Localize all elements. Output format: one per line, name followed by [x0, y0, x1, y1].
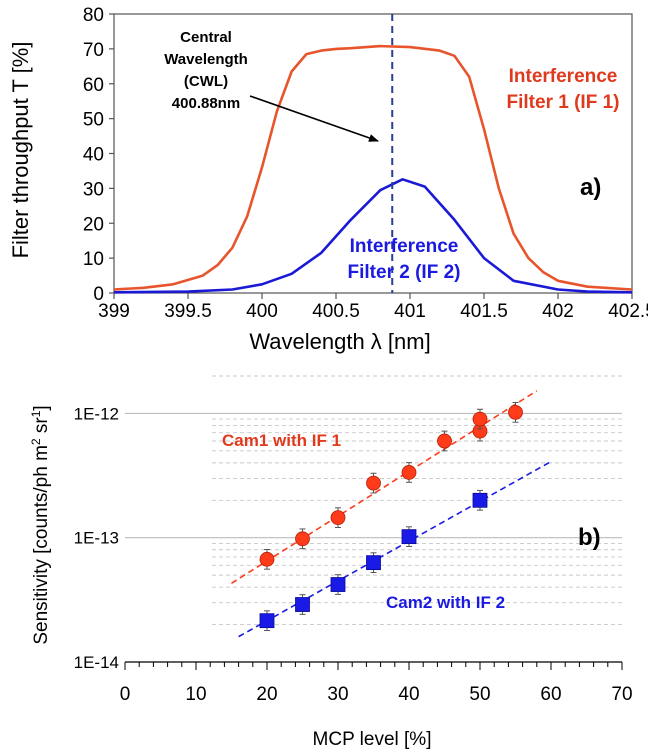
- x-tick-label: 50: [469, 684, 490, 705]
- cam2-label: Cam2 with IF 2: [386, 593, 505, 612]
- x-tick-label: 402: [542, 301, 574, 322]
- cam1-trendline: [231, 390, 538, 584]
- x-tick-label: 70: [611, 684, 632, 705]
- y-tick-label: 20: [83, 214, 104, 235]
- square-marker: [259, 613, 275, 629]
- circle-marker: [330, 510, 346, 526]
- sensitivity-x-axis-label: MCP level [%]: [313, 729, 432, 750]
- x-tick-label: 401: [394, 301, 426, 322]
- cwl-label-line4: 400.88nm: [172, 95, 240, 112]
- square-marker: [330, 577, 346, 592]
- sensitivity-y-axis-label: Sensitivity [counts/ph m2 sr1]: [29, 405, 52, 644]
- cam1-point: [508, 402, 523, 423]
- y-tick-label: 40: [83, 145, 104, 166]
- cam2-point: [366, 552, 381, 573]
- throughput-y-axis-label: Filter throughput T [%]: [8, 42, 33, 259]
- cam1-label: Cam1 with IF 1: [222, 431, 341, 450]
- throughput-chart: 399 399.5 400 400.5 401 401.5 402 402.5 0 10 20 30 4…: [8, 5, 648, 354]
- panel-label-a: a): [580, 174, 601, 201]
- cam1-point: [259, 548, 275, 570]
- y-tick-label: 10: [83, 249, 104, 270]
- sensitivity-series: [231, 390, 552, 638]
- sensitivity-axes: [124, 661, 623, 670]
- y-tick-label: 1E-13: [74, 529, 119, 548]
- cam2-point: [295, 594, 310, 615]
- square-marker: [366, 555, 381, 571]
- cam1-point: [401, 462, 417, 483]
- x-tick-label: 399: [98, 301, 130, 322]
- y-tick-label: 50: [83, 110, 104, 131]
- y-tick-label: 80: [83, 5, 104, 26]
- x-tick-label: 60: [540, 684, 561, 705]
- cam2-point: [401, 526, 417, 547]
- x-tick-label: 400: [246, 301, 278, 322]
- square-marker: [401, 529, 417, 545]
- throughput-tick-labels: 399 399.5 400 400.5 401 401.5 402 402.5 0 10 20 30 4…: [83, 5, 648, 322]
- y-tick-label: 1E-12: [74, 404, 119, 423]
- x-tick-label: 10: [185, 684, 206, 705]
- cwl-arrow: [249, 95, 379, 142]
- y-tick-label: 70: [83, 40, 104, 61]
- cam2-point: [330, 574, 346, 595]
- sensitivity-gridlines: [125, 375, 622, 663]
- cam1-point: [366, 472, 381, 494]
- throughput-axes: [109, 13, 633, 299]
- y-tick-label: 1E-14: [74, 653, 119, 672]
- panel-label-b: b): [578, 524, 601, 551]
- cam1-point: [472, 408, 488, 430]
- circle-marker: [472, 411, 488, 427]
- cam2-point: [259, 610, 275, 632]
- y-tick-label: 0: [93, 284, 104, 305]
- circle-marker: [437, 433, 452, 449]
- x-tick-label: 40: [398, 684, 419, 705]
- x-tick-label: 400.5: [312, 301, 360, 322]
- if1-label-line1: Interference: [509, 66, 618, 87]
- circle-marker: [295, 531, 310, 547]
- if2-label-line2: Filter 2 (IF 2): [348, 262, 461, 283]
- circle-marker: [259, 551, 275, 567]
- cam2-point: [472, 489, 488, 511]
- x-tick-label: 402.5: [608, 301, 648, 322]
- sensitivity-tick-labels: 0 10 20 30 40 50 60 70 1E-14 1E-13 1E-12: [74, 404, 633, 705]
- x-tick-label: 20: [256, 684, 277, 705]
- x-tick-label: 401.5: [460, 301, 508, 322]
- square-marker: [295, 597, 310, 612]
- x-tick-label: 30: [327, 684, 348, 705]
- circle-marker: [366, 475, 381, 491]
- if1-curve: [113, 44, 633, 291]
- y-tick-label: 30: [83, 179, 104, 200]
- circle-marker: [508, 404, 523, 420]
- circle-marker: [401, 465, 417, 480]
- cwl-label-line3: (CWL): [184, 73, 228, 90]
- square-marker: [472, 492, 488, 508]
- cwl-label-line2: Wavelength: [164, 51, 248, 68]
- cam1-point: [295, 528, 310, 550]
- cwl-label-line1: Central: [180, 29, 232, 46]
- throughput-x-axis-label: Wavelength λ [nm]: [249, 329, 430, 354]
- x-tick-label: 399.5: [164, 301, 212, 322]
- if1-label-line2: Filter 1 (IF 1): [507, 92, 620, 113]
- y-tick-label: 60: [83, 75, 104, 96]
- cam1-point: [330, 507, 346, 528]
- if2-label-line1: Interference: [350, 236, 459, 257]
- cam1-point: [437, 430, 452, 452]
- sensitivity-chart: 0 10 20 30 40 50 60 70 1E-14 1E-13 1E-12 MCP level…: [29, 375, 633, 750]
- x-tick-label: 0: [120, 684, 131, 705]
